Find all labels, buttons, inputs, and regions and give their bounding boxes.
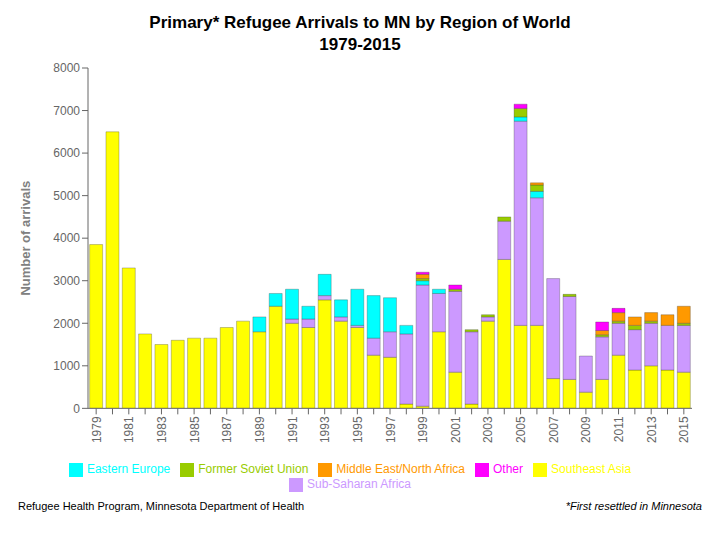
html-text:Refugee Health Program, Minnes: Refugee Health Program, Minnesota Depart… <box>18 500 305 512</box>
html-text:Sub-Saharan Africa: Sub-Saharan Africa <box>307 477 411 492</box>
html-text:*First resettled in Minnesota: *First resettled in Minnesota <box>565 500 702 512</box>
svg-text:2001: 2001 <box>449 416 463 443</box>
svg-text:2007: 2007 <box>547 416 561 443</box>
svg-text:1995: 1995 <box>351 416 365 443</box>
svg-text:1989: 1989 <box>253 416 267 443</box>
svg-text:1991: 1991 <box>286 416 300 443</box>
svg-text:1997: 1997 <box>384 416 398 443</box>
svg-text:3000: 3000 <box>53 274 80 288</box>
svg-text:2009: 2009 <box>579 416 593 443</box>
html-text:Primary* Refugee Arrivals to M: Primary* Refugee Arrivals to MN by Regio… <box>149 13 571 32</box>
svg-text:1000: 1000 <box>53 359 80 373</box>
svg-text:2011: 2011 <box>612 416 626 442</box>
html-text:Eastern Europe: Eastern Europe <box>86 462 171 477</box>
svg-text:7000: 7000 <box>53 104 80 118</box>
svg-text:1985: 1985 <box>188 416 202 443</box>
svg-text:2000: 2000 <box>53 317 80 331</box>
html-text:Other: Other <box>493 462 523 477</box>
svg-text:1993: 1993 <box>318 416 332 443</box>
svg-text:1983: 1983 <box>155 416 169 443</box>
html-text:Southeast Asia: Southeast Asia <box>551 462 632 477</box>
svg-text:2005: 2005 <box>514 416 528 443</box>
html-text:Former Soviet Union: Former Soviet Union <box>198 462 309 477</box>
html-text:Middle East/North Africa: Middle East/North Africa <box>336 462 465 477</box>
svg-text:6000: 6000 <box>53 146 80 160</box>
svg-text:0: 0 <box>73 402 80 416</box>
svg-text:1999: 1999 <box>416 416 430 443</box>
svg-text:2015: 2015 <box>677 416 691 443</box>
svg-text:1981: 1981 <box>122 416 136 443</box>
svg-text:2003: 2003 <box>481 416 495 443</box>
svg-text:2013: 2013 <box>645 416 659 443</box>
svg-text:Number of arrivals: Number of arrivals <box>18 181 33 296</box>
svg-text:1987: 1987 <box>220 416 234 443</box>
svg-text:8000: 8000 <box>53 61 80 75</box>
svg-text:4000: 4000 <box>53 231 80 245</box>
svg-text:5000: 5000 <box>53 189 80 203</box>
svg-text:1979: 1979 <box>90 416 104 443</box>
html-text:1979-2015: 1979-2015 <box>319 35 401 54</box>
